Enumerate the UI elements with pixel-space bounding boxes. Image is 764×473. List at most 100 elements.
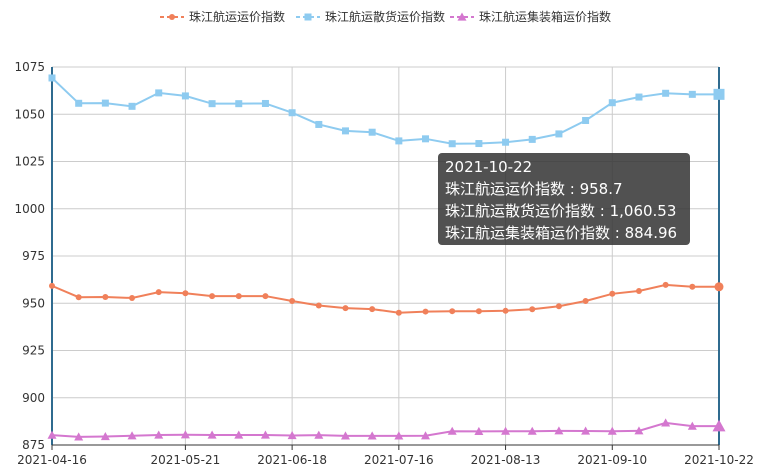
data-point[interactable] (529, 306, 536, 313)
tooltip-line-freight: 珠江航运运价指数 : 958.7 (445, 180, 623, 198)
series-2 (48, 74, 725, 148)
data-point[interactable] (662, 89, 670, 97)
data-point[interactable] (502, 307, 509, 314)
data-point[interactable] (315, 120, 323, 128)
data-point[interactable] (155, 289, 162, 296)
data-point[interactable] (422, 308, 429, 315)
data-point[interactable] (49, 282, 55, 289)
x-tick-label: 2021-06-18 (257, 453, 327, 467)
data-point[interactable] (474, 426, 484, 435)
data-point[interactable] (261, 99, 269, 107)
data-point[interactable] (208, 100, 216, 108)
data-point[interactable] (102, 294, 109, 301)
legend[interactable]: 珠江航运运价指数 珠江航运散货运价指数 珠江航运集装箱运价指数 (160, 9, 611, 24)
legend-item-3[interactable]: 珠江航运集装箱运价指数 (450, 9, 611, 24)
data-point[interactable] (607, 426, 617, 435)
data-point[interactable] (260, 430, 270, 439)
data-point[interactable] (340, 431, 350, 440)
data-point[interactable] (127, 431, 137, 440)
data-point[interactable] (687, 421, 697, 430)
data-point[interactable] (75, 99, 83, 107)
data-point[interactable] (75, 294, 82, 301)
data-point[interactable] (394, 431, 404, 440)
y-tick-label: 975 (22, 249, 45, 263)
data-point[interactable] (235, 293, 242, 300)
data-point[interactable] (501, 426, 511, 435)
grid (51, 66, 720, 446)
data-point[interactable] (341, 127, 349, 135)
data-point[interactable] (314, 430, 324, 439)
data-point[interactable] (635, 93, 643, 101)
legend-marker[interactable] (304, 13, 312, 21)
data-point[interactable] (180, 430, 190, 439)
data-point[interactable] (714, 282, 724, 292)
data-point[interactable] (634, 426, 644, 435)
data-point[interactable] (475, 308, 482, 315)
legend-marker[interactable] (169, 14, 175, 20)
y-tick-label: 1000 (14, 202, 45, 216)
data-point[interactable] (662, 281, 669, 288)
data-point[interactable] (128, 102, 136, 110)
legend-item-1[interactable]: 珠江航运运价指数 (160, 9, 285, 24)
legend-item-2[interactable]: 珠江航运散货运价指数 (296, 9, 445, 24)
data-point[interactable] (154, 430, 164, 439)
data-point[interactable] (342, 305, 349, 312)
data-point[interactable] (395, 137, 403, 145)
data-point[interactable] (100, 431, 110, 441)
data-point[interactable] (182, 290, 189, 297)
data-point[interactable] (447, 426, 457, 435)
data-point[interactable] (368, 128, 376, 136)
data-point[interactable] (661, 418, 671, 427)
data-point[interactable] (395, 309, 402, 316)
x-tick-label: 2021-10-22 (684, 453, 754, 467)
data-point[interactable] (582, 116, 590, 124)
data-point[interactable] (449, 308, 456, 315)
data-point[interactable] (527, 426, 537, 435)
data-point[interactable] (502, 138, 510, 146)
data-point[interactable] (234, 430, 244, 439)
data-point[interactable] (207, 430, 217, 439)
legend-marker[interactable] (457, 12, 467, 21)
data-point[interactable] (287, 431, 297, 440)
data-point[interactable] (688, 90, 696, 98)
data-point[interactable] (555, 130, 563, 138)
axes: 875 900 925 950 975 1000 1025 1050 1075 2021-04-1… (14, 60, 753, 467)
data-point[interactable] (689, 283, 696, 290)
data-point[interactable] (713, 88, 725, 100)
data-point[interactable] (235, 100, 243, 108)
data-point[interactable] (48, 74, 56, 82)
data-point[interactable] (289, 297, 296, 304)
data-point[interactable] (47, 430, 57, 439)
data-point[interactable] (129, 294, 136, 301)
data-point[interactable] (582, 297, 589, 304)
data-point[interactable] (155, 89, 163, 97)
data-point[interactable] (101, 99, 109, 107)
series-1 (49, 281, 724, 316)
data-point[interactable] (181, 92, 189, 100)
x-tick-label: 2021-07-16 (364, 453, 434, 467)
tooltip: 2021-10-22 珠江航运运价指数 : 958.7 珠江航运散货运价指数 :… (438, 153, 690, 245)
data-point[interactable] (369, 306, 376, 313)
data-point[interactable] (609, 290, 616, 297)
data-point[interactable] (315, 302, 322, 309)
data-point[interactable] (209, 293, 216, 300)
data-point[interactable] (554, 426, 564, 435)
data-point[interactable] (608, 99, 616, 107)
data-point[interactable] (421, 431, 431, 440)
data-point[interactable] (528, 135, 536, 143)
data-point[interactable] (635, 287, 642, 294)
data-point[interactable] (288, 109, 296, 117)
y-tick-label: 1075 (14, 60, 45, 74)
data-point[interactable] (475, 140, 483, 148)
data-point[interactable] (262, 293, 269, 300)
data-point[interactable] (422, 135, 430, 143)
data-point[interactable] (74, 432, 84, 441)
legend-label: 珠江航运散货运价指数 (325, 9, 445, 24)
data-point[interactable] (448, 140, 456, 148)
data-point[interactable] (555, 303, 562, 310)
data-point[interactable] (581, 426, 591, 435)
x-tick-label: 2021-09-10 (577, 453, 647, 467)
data-point[interactable] (367, 431, 377, 440)
series-line (51, 77, 719, 145)
data-point[interactable] (712, 419, 726, 432)
